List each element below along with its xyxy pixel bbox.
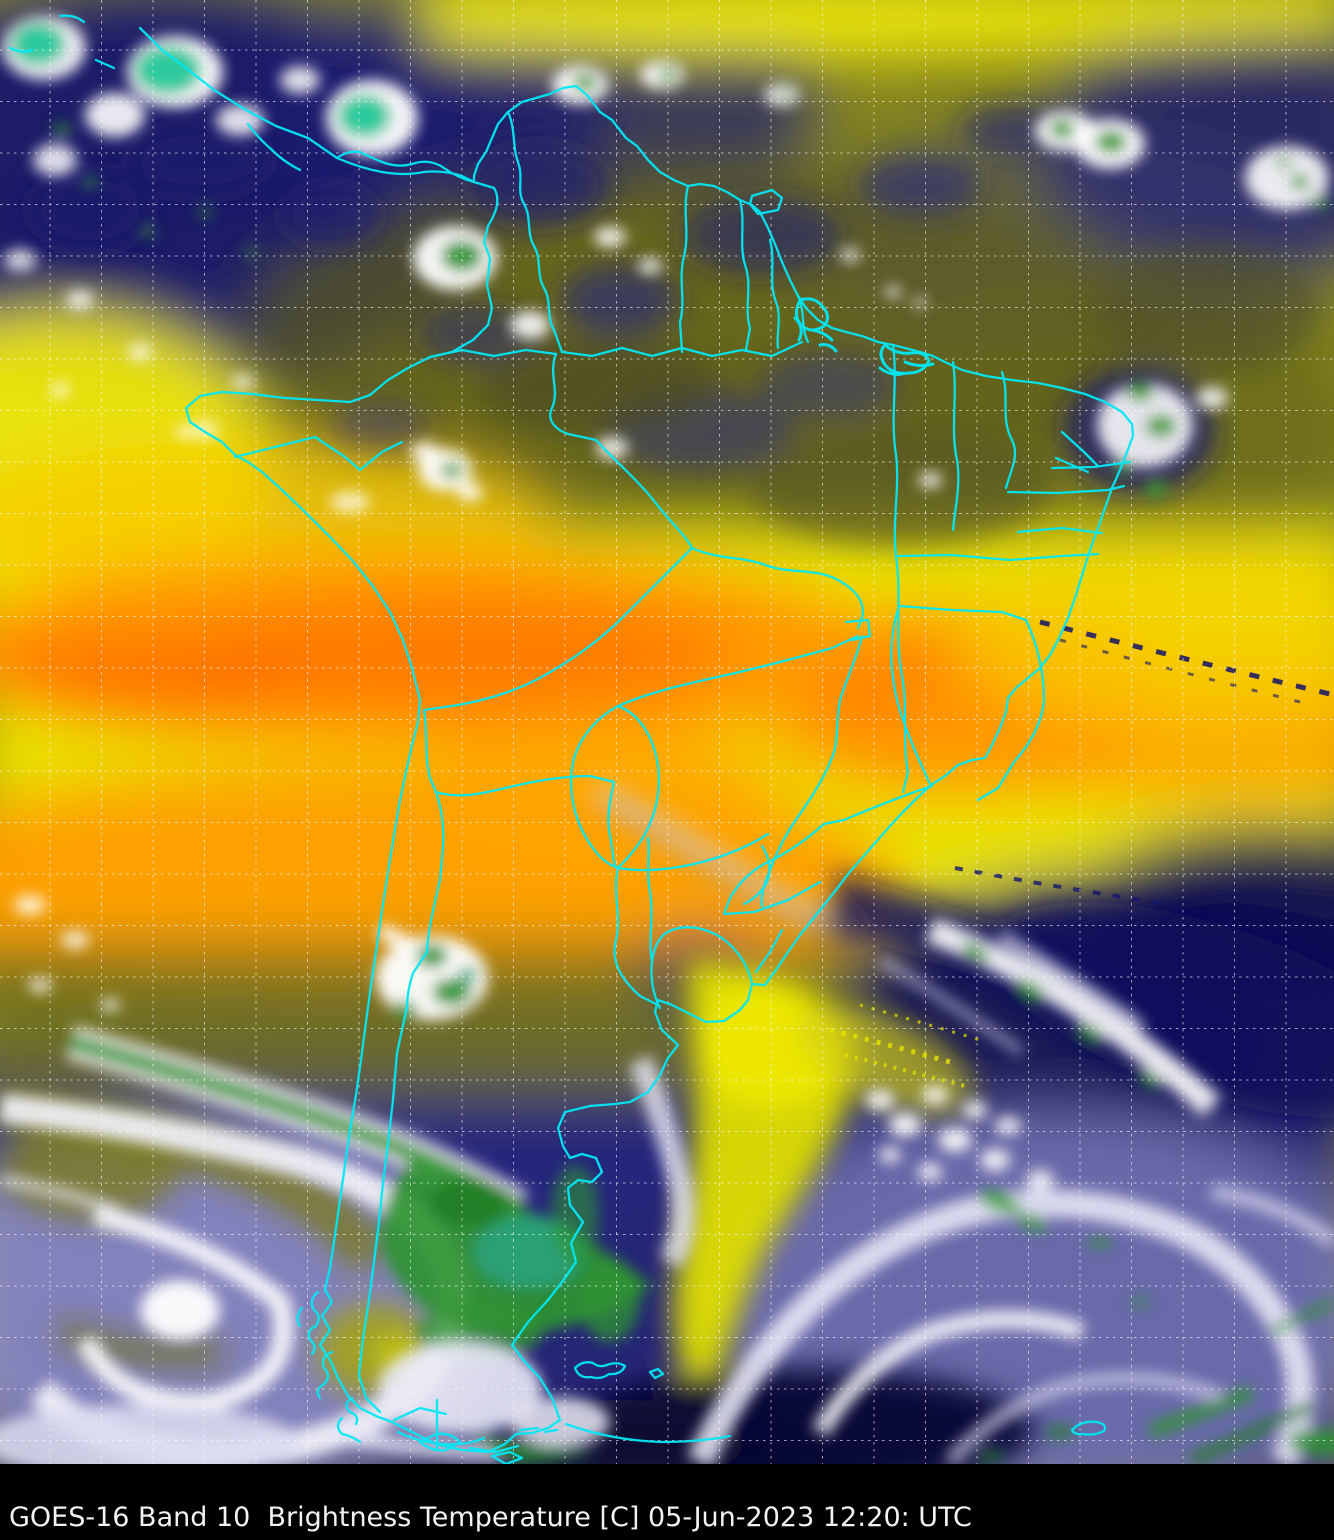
satellite-map-canvas xyxy=(0,0,1334,1464)
trinidad xyxy=(748,188,784,216)
brazil-state-line-12 xyxy=(722,822,826,916)
border-parana-river xyxy=(613,866,658,1006)
tdf-islands xyxy=(418,1426,559,1464)
border-chile-argentina xyxy=(357,790,445,1414)
caribbean-islands xyxy=(8,14,116,70)
border-colombia-venezuela xyxy=(506,110,564,354)
coastline-south-america xyxy=(138,26,1135,1454)
status-bar: GOES-16 Band 10 Brightness Temperature [… xyxy=(0,1464,1334,1540)
brazil-state-line-5 xyxy=(1050,460,1132,470)
border-peru-brazil xyxy=(594,438,694,550)
border-misiones xyxy=(742,844,771,906)
brazil-state-line-11 xyxy=(822,784,934,826)
magellan-strait xyxy=(392,1406,732,1454)
border-paraguay-west xyxy=(570,704,620,870)
border-guyana-suriname xyxy=(738,198,752,352)
border-colombia-ecuador xyxy=(428,348,558,359)
border-bolivia-argentina xyxy=(434,774,616,797)
border-suriname-frguiana xyxy=(768,238,780,350)
border-bolivia-paraguay-north xyxy=(616,634,860,708)
brazil-state-line-3 xyxy=(1000,370,1017,490)
lat-lon-graticule xyxy=(0,0,1334,1464)
brazil-state-line-7 xyxy=(1016,526,1104,535)
border-chile-bolivia xyxy=(422,708,438,794)
falkland-islands xyxy=(573,1361,665,1380)
central-america-coast xyxy=(246,122,476,184)
brazil-state-line-9 xyxy=(897,604,1046,802)
brazil-state-line-4 xyxy=(1054,430,1100,474)
chile-fjords xyxy=(296,1290,362,1444)
orinoco-delta xyxy=(793,297,838,353)
border-paraguay-east xyxy=(616,704,660,870)
brazil-state-line-13 xyxy=(722,880,822,916)
border-bolivia-brazil xyxy=(690,546,865,630)
border-ecuador-peru xyxy=(233,435,404,472)
brazil-state-line-10 xyxy=(890,604,932,786)
border-peru-bolivia xyxy=(422,546,694,712)
border-colombia-brazil xyxy=(549,352,598,442)
cloud-layer xyxy=(0,16,1334,1464)
image-caption: GOES-16 Band 10 Brightness Temperature [… xyxy=(9,1502,972,1533)
satellite-map xyxy=(0,0,1334,1464)
border-frguiana-brazil xyxy=(795,292,810,344)
border-uruguay-river xyxy=(646,836,654,964)
amazon-delta xyxy=(878,343,935,376)
border-paraguay-brazil xyxy=(760,634,864,908)
south-georgia-island xyxy=(1070,1420,1107,1436)
brazil-state-line-8 xyxy=(894,552,1100,562)
lagoa-dos-patos xyxy=(754,928,784,974)
border-guyana-west xyxy=(678,184,690,354)
border-uruguay xyxy=(650,926,754,1010)
country-borders xyxy=(8,14,1135,1464)
brazil-state-line-6 xyxy=(1006,484,1126,495)
brazil-state-line-2 xyxy=(951,360,960,532)
